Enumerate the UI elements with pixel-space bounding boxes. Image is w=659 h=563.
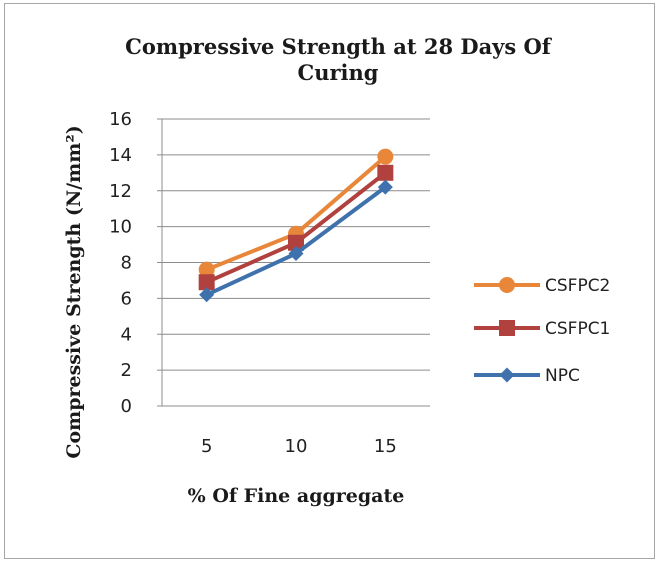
y-tick-label: 0 xyxy=(121,396,132,417)
y-tick-label: 12 xyxy=(109,181,132,202)
legend-label: NPC xyxy=(545,366,580,386)
data-point xyxy=(377,179,393,195)
x-tick-label: 15 xyxy=(374,436,397,457)
y-tick-label: 6 xyxy=(121,288,132,309)
data-point xyxy=(199,287,215,303)
x-axis-title: % Of Fine aggregate xyxy=(188,485,405,507)
y-tick-label: 14 xyxy=(109,145,132,166)
series-npc xyxy=(199,179,393,303)
chart-title-line-2: Curing xyxy=(298,60,379,85)
x-tick-label: 10 xyxy=(285,436,308,457)
y-axis-title: Compressive Strength (N/mm²) xyxy=(63,125,85,458)
legend-marker xyxy=(499,367,515,383)
legend-marker xyxy=(499,277,515,293)
legend-marker xyxy=(499,320,515,336)
series-csfpc2 xyxy=(198,148,394,278)
legend-item-csfpc1: CSFPC1 xyxy=(474,319,610,339)
chart-title-line-1: Compressive Strength at 28 Days Of xyxy=(125,34,553,59)
data-point xyxy=(198,261,215,278)
y-tick-labels: 0 2 4 6 8 10 12 14 16 xyxy=(109,109,132,417)
y-tick-label: 16 xyxy=(109,109,132,130)
y-tick-label: 2 xyxy=(121,360,132,381)
chart-frame xyxy=(4,3,655,559)
x-tick-labels: 5 10 15 xyxy=(201,436,397,457)
axes xyxy=(161,119,430,407)
legend-label: CSFPC2 xyxy=(545,276,610,296)
series-group xyxy=(198,148,394,303)
data-point xyxy=(288,246,304,262)
legend-item-npc: NPC xyxy=(474,366,580,386)
data-point xyxy=(377,164,394,181)
y-tick-label: 4 xyxy=(121,324,132,345)
series-csfpc1 xyxy=(198,164,394,291)
y-tick-label: 10 xyxy=(109,217,132,238)
legend-label: CSFPC1 xyxy=(545,319,610,339)
legend-item-csfpc2: CSFPC2 xyxy=(474,276,610,296)
data-point xyxy=(198,274,215,291)
data-point xyxy=(288,234,304,251)
legend: CSFPC2 CSFPC1 NPC xyxy=(474,276,610,386)
data-point xyxy=(377,148,394,165)
x-tick-label: 5 xyxy=(201,436,212,457)
y-tick-label: 8 xyxy=(121,253,132,274)
